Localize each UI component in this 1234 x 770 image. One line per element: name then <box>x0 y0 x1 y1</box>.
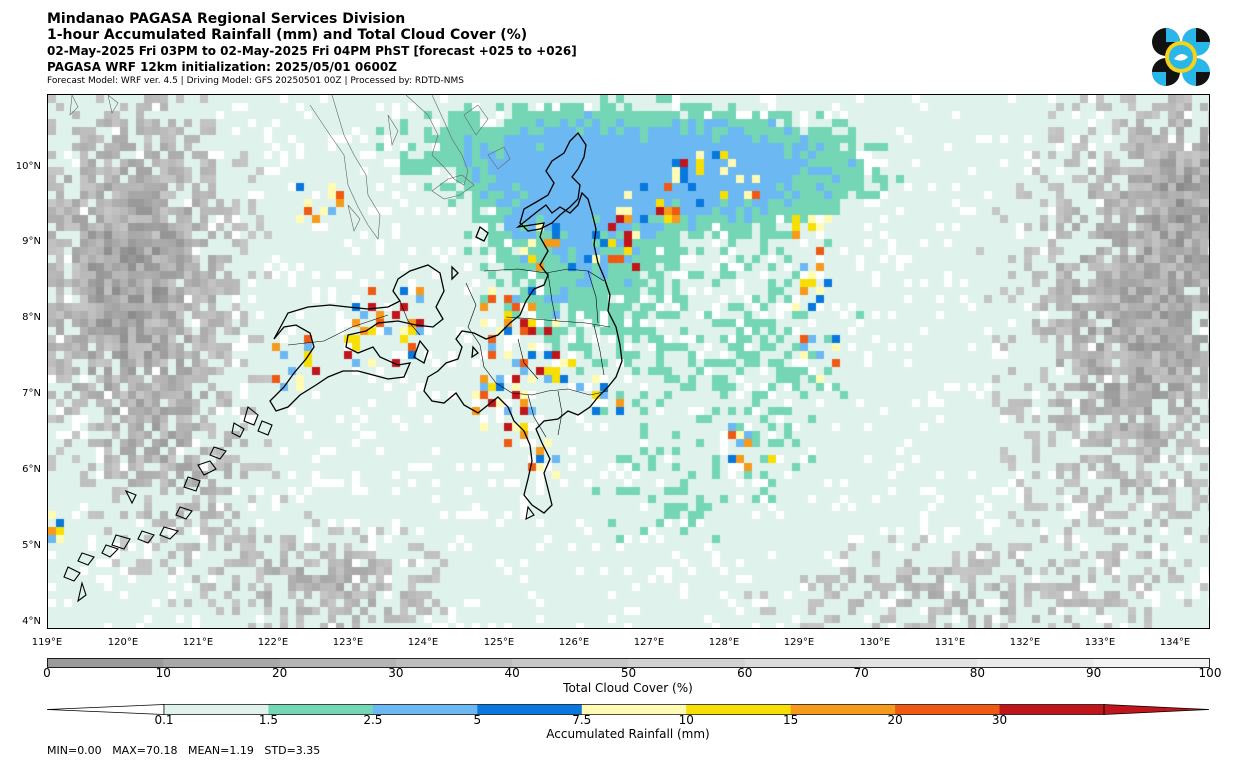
rain-colorbar-segment <box>268 704 374 715</box>
cloud-colorbar-tick: 80 <box>969 666 986 680</box>
cloud-colorbar-segment <box>47 658 164 668</box>
rain-colorbar-segment <box>581 704 687 715</box>
stat-min-label: MIN= <box>47 744 78 757</box>
rain-colorbar-tick: 30 <box>991 713 1008 727</box>
lat-label: 6°N <box>22 464 41 475</box>
rain-colorbar-tick: 0.1 <box>154 713 174 727</box>
cloud-colorbar-segment <box>395 658 513 668</box>
lat-label: 8°N <box>22 312 41 323</box>
rainfall-cloud-map <box>47 94 1210 629</box>
rain-colorbar-segment <box>790 704 896 715</box>
statistics-line: MIN=0.00 MAX=70.18 MEAN=1.19 STD=3.35 <box>47 744 320 757</box>
lon-label: 124°E <box>407 637 439 648</box>
lon-label: 119°E <box>31 637 63 648</box>
lon-label: 134°E <box>1159 637 1191 648</box>
lon-label: 125°E <box>483 637 515 648</box>
lon-label: 120°E <box>107 637 139 648</box>
rainfall-cloud-grid <box>48 95 1209 628</box>
stat-mean-label: MEAN= <box>187 744 230 757</box>
rainfall-colorbar <box>47 704 1210 715</box>
stat-max-label: MAX= <box>112 744 146 757</box>
rain-colorbar-tick: 2.5 <box>363 713 383 727</box>
rain-colorbar-segment <box>999 704 1105 715</box>
pagasa-logo-icon <box>1152 28 1210 86</box>
stat-max: 70.18 <box>145 744 178 757</box>
cloud-colorbar-segment <box>744 658 862 668</box>
stat-std: 3.35 <box>295 744 321 757</box>
lon-label: 131°E <box>934 637 966 648</box>
lat-label: 4°N <box>22 616 41 627</box>
lon-label: 128°E <box>708 637 740 648</box>
cloud-colorbar-segment <box>977 658 1095 668</box>
lon-label: 133°E <box>1084 637 1116 648</box>
cloud-colorbar-segment <box>163 658 281 668</box>
lat-label: 5°N <box>22 540 41 551</box>
rainfall-colorbar-title: Accumulated Rainfall (mm) <box>546 727 710 741</box>
rain-colorbar-segment <box>164 704 269 715</box>
rain-colorbar-segment <box>477 704 583 715</box>
rain-colorbar-tick: 7.5 <box>572 713 592 727</box>
lon-label: 121°E <box>182 637 214 648</box>
lon-label: 122°E <box>257 637 289 648</box>
lat-label: 7°N <box>22 388 41 399</box>
rain-colorbar-tick: 10 <box>678 713 694 727</box>
stat-std-label: STD= <box>264 744 296 757</box>
cloud-colorbar-tick: 90 <box>1086 666 1102 680</box>
lat-label: 10°N <box>15 161 41 172</box>
rain-colorbar-segment <box>686 704 792 715</box>
forecast-period: 02-May-2025 Fri 03PM to 02-May-2025 Fri … <box>47 44 577 58</box>
cloud-colorbar-tick: 10 <box>155 666 171 680</box>
cloud-colorbar-segment <box>861 658 978 668</box>
cloud-colorbar-tick: 20 <box>271 666 288 680</box>
cloud-colorbar-tick: 40 <box>504 666 520 680</box>
lon-label: 126°E <box>558 637 590 648</box>
map-subtitle: 1-hour Accumulated Rainfall (mm) and Tot… <box>47 27 528 43</box>
lon-label: 130°E <box>859 637 891 648</box>
lon-label: 127°E <box>633 637 665 648</box>
lon-label: 123°E <box>332 637 364 648</box>
cloud-colorbar-segment <box>512 658 629 668</box>
rain-colorbar-segment <box>895 704 1001 715</box>
rain-colorbar-tick: 15 <box>783 713 799 727</box>
model-info: Forecast Model: WRF ver. 4.5 | Driving M… <box>47 76 464 86</box>
stat-mean: 1.19 <box>229 744 254 757</box>
lon-label: 129°E <box>783 637 815 648</box>
stat-min: 0.00 <box>77 744 102 757</box>
rain-colorbar-tick: 20 <box>887 713 903 727</box>
cloud-cover-colorbar-title: Total Cloud Cover (%) <box>563 681 693 695</box>
cloud-colorbar-segment <box>1093 658 1210 668</box>
cloud-cover-colorbar <box>47 658 1210 668</box>
cloud-colorbar-tick: 70 <box>853 666 869 680</box>
cloud-colorbar-tick: 30 <box>388 666 404 680</box>
cloud-colorbar-segment <box>628 658 746 668</box>
map-title: Mindanao PAGASA Regional Services Divisi… <box>47 11 406 27</box>
rain-colorbar-segment <box>372 704 478 715</box>
rain-colorbar-tick: 1.5 <box>258 713 278 727</box>
cloud-colorbar-tick: 100 <box>1198 666 1222 680</box>
model-initialization: PAGASA WRF 12km initialization: 2025/05/… <box>47 60 397 74</box>
cloud-colorbar-tick: 60 <box>737 666 753 680</box>
cloud-colorbar-tick: 50 <box>620 666 637 680</box>
cloud-colorbar-tick: 0 <box>43 666 51 680</box>
lon-label: 132°E <box>1009 637 1041 648</box>
cloud-colorbar-segment <box>279 658 397 668</box>
lat-label: 9°N <box>22 236 41 247</box>
rain-colorbar-tick: 5 <box>473 713 482 727</box>
coastlines <box>63 95 623 603</box>
